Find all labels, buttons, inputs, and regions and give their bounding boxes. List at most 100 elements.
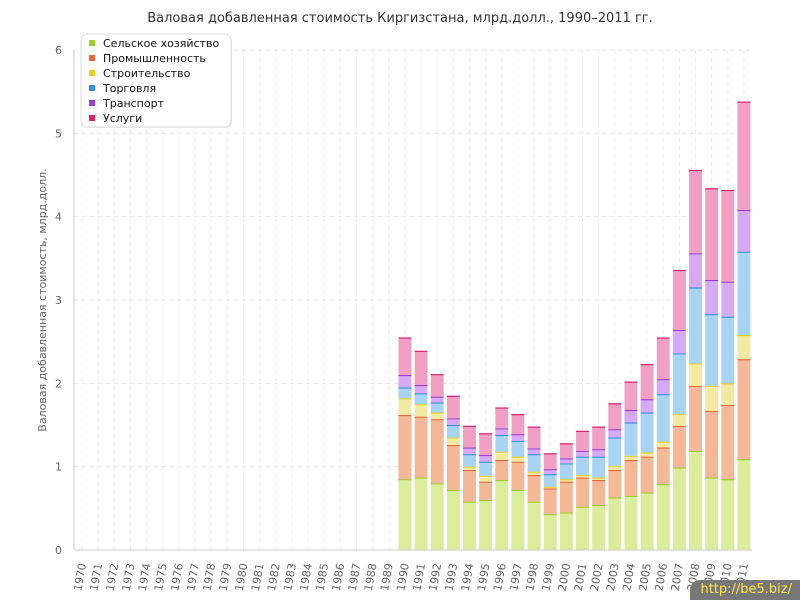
legend-item[interactable]: Строительство [89, 67, 191, 80]
bar-segment [737, 251, 751, 335]
bar-fill [576, 456, 589, 475]
bar-fill [640, 456, 654, 493]
legend-item[interactable]: Промышленность [89, 52, 206, 65]
bar-fill [511, 461, 525, 490]
bar-fill [640, 412, 654, 453]
bar-segment [446, 437, 460, 445]
x-tick-label: 1971 [88, 562, 106, 592]
bar-fill [640, 364, 654, 400]
bar-segment [689, 363, 702, 386]
bar-fill [592, 456, 606, 478]
bar-segment [559, 481, 573, 513]
bar-fill [672, 270, 686, 330]
bar-segment [576, 450, 589, 457]
bar-segment [495, 434, 509, 452]
bar-segment [640, 399, 654, 413]
bar-fill [559, 463, 573, 480]
bar-segment [592, 477, 606, 480]
bar-fill [479, 433, 493, 455]
bar-segment [705, 188, 719, 280]
bar-segment [689, 287, 702, 364]
legend: Сельское хозяйство Промышленность Строител… [80, 33, 232, 128]
bar-segment [479, 481, 493, 500]
bar-fill [608, 470, 622, 498]
bar-fill [559, 479, 573, 482]
bar-segment [608, 429, 622, 438]
x-tick-label: 1977 [184, 562, 202, 592]
x-tick-label: 2000 [556, 562, 574, 592]
x-tick-label: 1998 [523, 562, 541, 592]
y-axis-label: Валовая добавленная стоимость, млрд.долл… [36, 168, 49, 431]
bar-fill [737, 210, 751, 252]
bar-fill [737, 335, 751, 360]
bar-segment [592, 426, 606, 450]
bar-segment [624, 422, 638, 456]
bar-fill [689, 287, 702, 364]
x-tick-label: 1984 [297, 562, 315, 592]
bar-fill [543, 514, 557, 550]
bar-segment [543, 486, 557, 489]
bar-fill [672, 414, 686, 426]
bar-fill [398, 398, 412, 415]
bar-fill [721, 479, 735, 550]
bar-fill [511, 440, 525, 457]
bar-fill [479, 475, 493, 482]
x-tick-label: 1981 [249, 562, 267, 592]
bar-segment [721, 479, 735, 550]
x-tick-label: 2006 [653, 562, 671, 592]
y-tick-label: 6 [55, 44, 62, 57]
bar-segment [672, 329, 686, 354]
bar-fill [495, 451, 509, 460]
x-tick-label: 1999 [540, 562, 558, 592]
bar-segment [705, 385, 719, 411]
bar-fill [608, 403, 622, 430]
bar-segment [721, 383, 735, 405]
bar-segment [430, 412, 444, 420]
bar-fill [624, 455, 638, 460]
legend-box [80, 33, 232, 128]
bars [398, 101, 751, 550]
bar-fill [672, 425, 686, 468]
bar-fill [430, 402, 444, 413]
bar-segment [672, 425, 686, 468]
legend-item[interactable]: Услуги [89, 112, 142, 125]
bar-fill [495, 428, 509, 435]
x-tick-label: 1987 [346, 562, 364, 592]
y-tick-label: 2 [55, 377, 62, 390]
x-tick-label: 1992 [427, 562, 445, 592]
bar-fill [527, 501, 541, 550]
bar-segment [721, 189, 735, 282]
bar-fill [705, 385, 719, 411]
bar-segment [527, 426, 541, 449]
legend-item[interactable]: Транспорт [89, 97, 165, 110]
x-tick-label: 1982 [265, 562, 283, 592]
bar-fill [446, 437, 460, 445]
legend-item[interactable]: Торговля [89, 82, 156, 95]
bar-fill [656, 337, 670, 380]
x-tick-label: 1994 [459, 562, 477, 592]
bar-fill [479, 481, 493, 500]
bar-fill [479, 455, 493, 462]
bar-fill [430, 396, 444, 403]
bar-segment [656, 379, 670, 395]
bar-fill [624, 410, 638, 423]
bar-segment [495, 479, 509, 550]
bar-segment [479, 433, 493, 455]
bar-fill [463, 466, 476, 470]
bar-segment [543, 474, 557, 487]
bar-segment [527, 454, 541, 472]
bar-segment [495, 428, 509, 435]
bar-segment [414, 477, 428, 550]
bar-fill [398, 337, 412, 375]
bar-fill [608, 497, 622, 550]
bar-fill [398, 375, 412, 388]
x-tick-label: 1991 [410, 562, 428, 592]
legend-label: Сельское хозяйство [103, 37, 219, 50]
y-tick-labels: 0 1 2 3 4 5 6 [55, 44, 62, 557]
x-tick-label: 1974 [136, 562, 154, 592]
legend-swatch [89, 40, 95, 46]
legend-item[interactable]: Сельское хозяйство [89, 37, 219, 50]
bar-fill [705, 188, 719, 280]
bar-segment [479, 499, 493, 550]
bar-fill [576, 450, 589, 457]
